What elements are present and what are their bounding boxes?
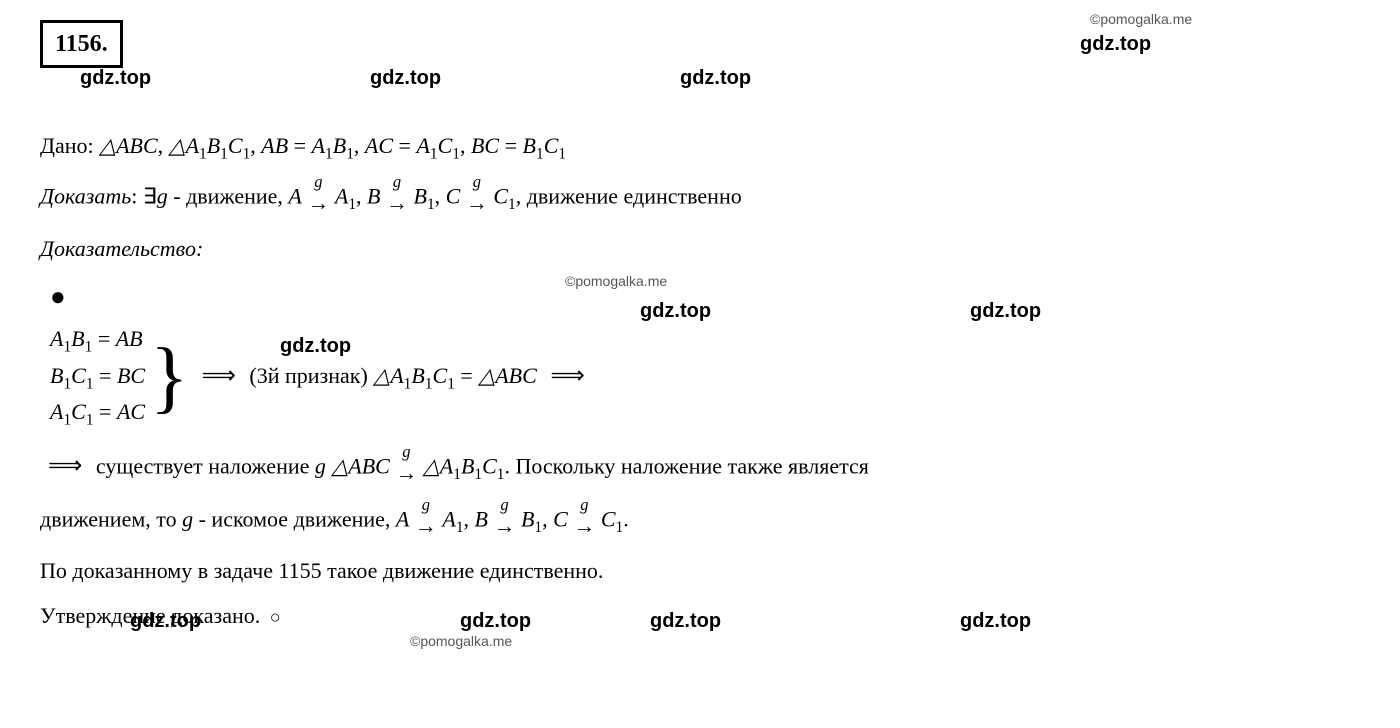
criterion-text: (3й признак) — [249, 363, 373, 388]
conclusion-line-2: движением, то g - искомое движение, A g→… — [40, 500, 1360, 543]
prove-text: : ∃g - движение, — [131, 184, 288, 209]
implies-icon: ⟹ — [48, 453, 82, 479]
prove-suffix: , движение единственно — [516, 184, 742, 209]
copyright-watermark: ©pomogalka.me — [410, 630, 512, 652]
conclusion-line-1: ⟹ существует наложение g △ABC g→ △A1B1C1… — [40, 447, 1360, 490]
text-fragment: - искомое движение, — [193, 506, 396, 531]
given-line: Дано: △ABC, △A1B1C1, AB = A1B1, AC = A1C… — [40, 128, 1360, 167]
bullet-icon: ● — [50, 276, 1360, 318]
implies-icon: ⟹ — [202, 363, 236, 389]
proof-label: Доказательство: — [40, 231, 1360, 266]
qed-text: Утверждение доказано. — [40, 603, 260, 628]
closing-brace-icon: } — [150, 337, 188, 417]
g-variable: g — [182, 506, 193, 531]
conclusion-text: существует наложение — [96, 453, 315, 478]
given-label: Дано: — [40, 133, 99, 158]
prove-label: Доказать — [40, 184, 131, 209]
prove-line: Доказать: ∃g - движение, A g→ A1, B g→ B… — [40, 177, 1360, 220]
uniqueness-line: По доказанному в задаче 1155 такое движе… — [40, 553, 1360, 588]
copyright-watermark: ©pomogalka.me — [1090, 8, 1192, 30]
implies-icon: ⟹ — [550, 363, 584, 389]
system-conclusion: ⟹ (3й признак) △A1B1C1 = △ABC ⟹ — [194, 357, 593, 397]
period: . — [623, 506, 629, 531]
end-marker-icon: ○ — [265, 607, 280, 627]
site-watermark: gdz.top — [680, 62, 751, 94]
qed-line: Утверждение доказано. ○ — [40, 598, 1360, 633]
text-fragment: движением, то — [40, 506, 182, 531]
site-watermark: gdz.top — [370, 62, 441, 94]
equation-system: A1B1 = AB B1C1 = BC A1C1 = AC } ⟹ (3й пр… — [50, 322, 593, 432]
site-watermark: gdz.top — [1080, 28, 1151, 60]
problem-number: 1156. — [40, 20, 123, 68]
brace-equations: A1B1 = AB B1C1 = BC A1C1 = AC — [50, 322, 145, 432]
conclusion-end-text: . Поскольку наложение также является — [504, 453, 868, 478]
